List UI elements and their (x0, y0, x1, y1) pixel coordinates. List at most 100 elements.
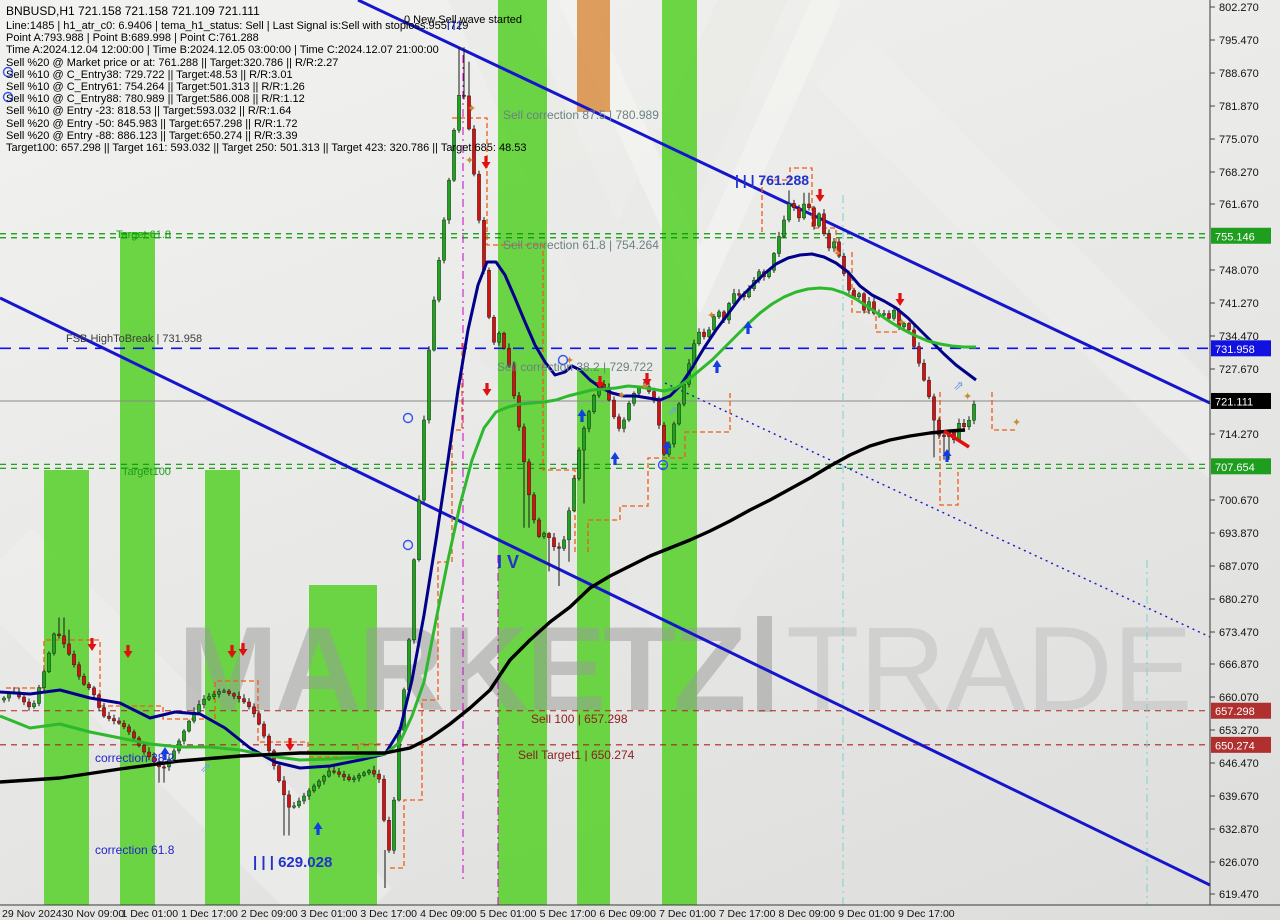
chart-label: | | | 629.028 (253, 854, 333, 871)
stoploss-trail (6, 117, 1017, 869)
time-tick: 3 Dec 17:00 (360, 908, 417, 920)
price-tick: 802.270 (1219, 2, 1259, 14)
time-tick: 5 Dec 17:00 (540, 908, 597, 920)
price-tick: 626.070 (1219, 857, 1259, 869)
time-tick: 6 Dec 09:00 (599, 908, 656, 920)
info-line: Sell %10 @ C_Entry61: 754.264 || Target:… (6, 81, 305, 94)
info-line: Sell %20 @ Entry -50: 845.983 || Target:… (6, 117, 298, 130)
price-tick: 687.070 (1219, 561, 1259, 573)
price-badge: 721.111 (1215, 396, 1253, 408)
svg-text:✦: ✦ (467, 103, 476, 115)
svg-text:✦: ✦ (617, 390, 626, 402)
price-tick: 639.670 (1219, 791, 1259, 803)
price-tick: 741.270 (1219, 298, 1259, 310)
chart-label: Sell correction 87.5 | 780.989 (503, 108, 659, 122)
time-tick: 5 Dec 01:00 (480, 908, 537, 920)
chart-label: correction 61.8 (95, 843, 175, 857)
watermark: MARKETZ TRADE (178, 602, 1193, 736)
price-tick: 632.870 (1219, 824, 1259, 836)
price-tick: 666.870 (1219, 659, 1259, 671)
time-tick: 2 Dec 09:00 (241, 908, 298, 920)
time-tick: 4 Dec 09:00 (420, 908, 477, 920)
price-tick: 714.270 (1219, 429, 1259, 441)
signal-bands (44, 0, 697, 905)
time-tick: 9 Dec 17:00 (898, 908, 955, 920)
info-line: Sell %20 @ Market price or at: 761.288 |… (6, 56, 339, 69)
time-tick: 7 Dec 01:00 (659, 908, 716, 920)
price-tick: 748.070 (1219, 265, 1259, 277)
time-tick: 1 Dec 01:00 (121, 908, 178, 920)
trade-markers: ✦✦✦✦✦✦✦✦✦✦⇗⇗⇗ (2, 66, 1021, 888)
svg-text:✦: ✦ (565, 355, 574, 367)
price-badge: 657.298 (1215, 706, 1255, 718)
info-line: Sell %10 @ C_Entry88: 780.989 || Target:… (6, 93, 305, 106)
price-tick: 700.670 (1219, 495, 1259, 507)
svg-text:✦: ✦ (465, 155, 474, 167)
trend-lines (0, 0, 1210, 887)
chart-label: | | | (447, 20, 461, 31)
svg-text:⇗: ⇗ (667, 403, 678, 418)
price-tick: 673.470 (1219, 627, 1259, 639)
price-badge: 755.146 (1215, 231, 1255, 243)
price-tick: 727.670 (1219, 364, 1259, 376)
chart-label: FSB HighToBreak | 731.958 (66, 333, 203, 345)
info-line: Line:1485 | h1_atr_c0: 6.9406 | tema_h1_… (6, 20, 469, 32)
price-tick: 788.670 (1219, 68, 1259, 80)
svg-text:✦: ✦ (640, 381, 649, 393)
price-tick: 768.270 (1219, 167, 1259, 179)
chart-label: 0 New Sell wave started (404, 14, 522, 26)
price-badge: 731.958 (1215, 344, 1255, 356)
price-tick: 795.470 (1219, 35, 1259, 47)
price-tick: 619.470 (1219, 889, 1259, 901)
svg-text:⇗: ⇗ (953, 378, 964, 393)
time-tick: 30 Nov 09:00 (62, 908, 125, 920)
svg-text:✦: ✦ (833, 248, 842, 260)
svg-text:✦: ✦ (963, 391, 972, 403)
price-tick: 646.470 (1219, 758, 1259, 770)
info-line: Time A:2024.12.04 12:00:00 | Time B:2024… (6, 44, 439, 57)
chart-label: Sell correction 61.8 | 754.264 (503, 238, 659, 252)
price-badge: 707.654 (1215, 462, 1255, 474)
price-tick: 693.870 (1219, 528, 1259, 540)
price-tick: 781.870 (1219, 101, 1259, 113)
chart-label: Sell Target1 | 650.274 (518, 748, 635, 762)
moving-averages (0, 252, 977, 784)
time-tick: 1 Dec 17:00 (181, 908, 238, 920)
level-lines (0, 233, 1210, 746)
chart-label: Target 61.8 (116, 229, 172, 241)
info-line: Sell %10 @ C_Entry38: 729.722 || Target:… (6, 68, 293, 81)
price-tick: 680.270 (1219, 594, 1259, 606)
chart-label: Target100 (122, 466, 171, 478)
info-panel: BNBUSD,H1 721.158 721.158 721.109 721.11… (6, 4, 527, 154)
symbol-title: BNBUSD,H1 721.158 721.158 721.109 721.11… (6, 4, 260, 18)
price-tick: 775.070 (1219, 134, 1259, 146)
chart-label: I V (497, 552, 520, 572)
chart-label: Sell correction 38.2 | 729.722 (497, 360, 653, 374)
time-tick: 7 Dec 17:00 (719, 908, 776, 920)
svg-text:⇗: ⇗ (200, 760, 211, 775)
time-tick: 8 Dec 09:00 (779, 908, 836, 920)
vertical-lines (462, 55, 1148, 905)
price-tick: 761.670 (1219, 199, 1259, 211)
price-tick: 734.470 (1219, 331, 1259, 343)
info-line: Point A:793.988 | Point B:689.998 | Poin… (6, 32, 259, 45)
chart-label: correction 38.2 (95, 751, 175, 765)
info-line: Sell %20 @ Entry -88: 886.123 || Target:… (6, 129, 298, 142)
info-line: Target100: 657.298 || Target 161: 593.03… (6, 142, 527, 155)
svg-text:✦: ✦ (897, 317, 906, 329)
info-line: Sell %10 @ Entry -23: 818.53 || Target:5… (6, 105, 292, 118)
price-tick: 653.270 (1219, 725, 1259, 737)
price-badge: 650.274 (1215, 740, 1255, 752)
svg-text:TRADE: TRADE (786, 602, 1193, 736)
time-tick: 9 Dec 01:00 (838, 908, 895, 920)
svg-text:✦: ✦ (707, 310, 716, 322)
time-tick: 3 Dec 01:00 (301, 908, 358, 920)
time-tick: 29 Nov 2024 (2, 908, 62, 920)
chart-label: | | | 761.288 (735, 172, 810, 188)
price-tick: 660.070 (1219, 692, 1259, 704)
svg-text:✦: ✦ (1012, 417, 1021, 429)
chart-label: Sell 100 | 657.298 (531, 712, 628, 726)
